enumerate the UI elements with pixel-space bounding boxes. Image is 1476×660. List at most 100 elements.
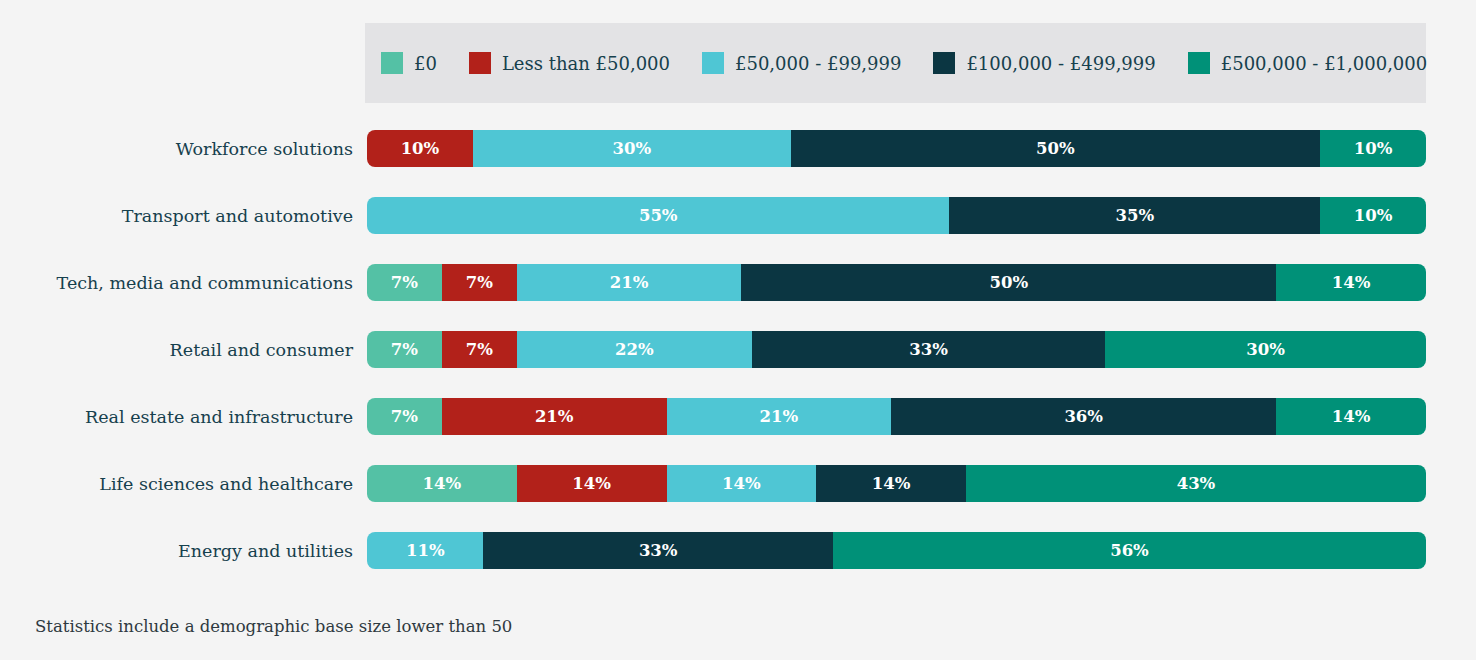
bar-segment-value: 56% (1110, 541, 1149, 560)
bar-segment: 55% (367, 197, 949, 234)
bar-segment: 35% (949, 197, 1320, 234)
stacked-bar-chart: £0 Less than £50,000 £50,000 - £99,999 £100… (0, 23, 1476, 660)
bar-segment-value: 14% (423, 474, 462, 493)
bar-segment: 7% (367, 264, 442, 301)
bar-segment: 21% (517, 264, 742, 301)
bar-segment-value: 7% (391, 407, 418, 426)
bar-segment-value: 7% (391, 273, 418, 292)
legend-label: £0 (414, 53, 437, 74)
legend-label: Less than £50,000 (502, 53, 670, 74)
bar-segment: 50% (791, 130, 1321, 167)
category-label: Real estate and infrastructure (0, 407, 367, 427)
bar-segment-value: 55% (639, 206, 678, 225)
bar-segment-value: 7% (391, 340, 418, 359)
bar-segment: 14% (517, 465, 667, 502)
legend-swatch-icon (1188, 52, 1210, 74)
legend-item: £0 (381, 52, 437, 74)
bar-rows: Workforce solutions10%30%50%10%Transport… (0, 130, 1476, 569)
stacked-bar: 55% 35% 10% (367, 197, 1426, 234)
bar-segment: 7% (367, 398, 442, 435)
legend-label: £500,000 - £1,000,000 (1221, 53, 1427, 74)
bar-segment-value: 7% (466, 273, 493, 292)
legend-item: £500,000 - £1,000,000 (1188, 52, 1427, 74)
bar-segment-value: 14% (1332, 407, 1371, 426)
bar-segment-value: 10% (401, 139, 440, 158)
legend-item: £100,000 - £499,999 (933, 52, 1155, 74)
bar-segment: 36% (891, 398, 1276, 435)
bar-segment-value: 14% (872, 474, 911, 493)
legend-item: £50,000 - £99,999 (702, 52, 901, 74)
bar-segment: 21% (442, 398, 667, 435)
bar-segment-value: 22% (615, 340, 654, 359)
bar-segment: 30% (1105, 331, 1426, 368)
bar-row: Real estate and infrastructure 7% 21% 21% 36… (0, 398, 1426, 435)
bar-segment-value: 21% (610, 273, 649, 292)
bar-segment-value: 14% (572, 474, 611, 493)
bar-segment: 10% (1320, 130, 1426, 167)
bar-segment-value: 50% (1036, 139, 1075, 158)
bar-row: Life sciences and healthcare14%14%14%14%… (0, 465, 1426, 502)
bar-segment: 14% (1276, 264, 1426, 301)
footnote: Statistics include a demographic base si… (35, 617, 1476, 636)
bar-segment-value: 14% (1332, 273, 1371, 292)
bar-segment-value: 33% (639, 541, 678, 560)
bar-segment: 21% (667, 398, 892, 435)
legend-swatch-icon (702, 52, 724, 74)
bar-segment: 14% (1276, 398, 1426, 435)
bar-segment-value: 11% (406, 541, 445, 560)
bar-segment: 7% (442, 331, 517, 368)
stacked-bar: 7% 7% 21% 50% 14% (367, 264, 1426, 301)
bar-segment-value: 36% (1064, 407, 1103, 426)
bar-segment-value: 50% (989, 273, 1028, 292)
legend-label: £50,000 - £99,999 (735, 53, 901, 74)
bar-segment: 30% (473, 130, 791, 167)
bar-segment: 50% (741, 264, 1276, 301)
legend-label: £100,000 - £499,999 (966, 53, 1155, 74)
bar-segment-value: 33% (909, 340, 948, 359)
stacked-bar: 11% 33% 56% (367, 532, 1426, 569)
bar-segment: 11% (367, 532, 483, 569)
bar-segment: 33% (752, 331, 1105, 368)
bar-segment: 7% (442, 264, 517, 301)
bar-segment-value: 30% (1246, 340, 1285, 359)
bar-segment: 56% (833, 532, 1426, 569)
bar-row: Transport and automotive 55% 35% 10% (0, 197, 1426, 234)
bar-segment-value: 10% (1354, 139, 1393, 158)
stacked-bar: 7% 7% 22% 33% 30% (367, 331, 1426, 368)
category-label: Life sciences and healthcare (0, 474, 367, 494)
bar-row: Retail and consumer 7% 7% 22% 33% 30% (0, 331, 1426, 368)
bar-segment-value: 43% (1177, 474, 1216, 493)
bar-row: Energy and utilities 11% 33% 56% (0, 532, 1426, 569)
bar-segment: 43% (966, 465, 1426, 502)
legend-swatch-icon (933, 52, 955, 74)
category-label: Tech, media and communications (0, 273, 367, 293)
stacked-bar: 10% 30% 50% 10% (367, 130, 1426, 167)
bar-segment: 7% (367, 331, 442, 368)
bar-segment: 14% (816, 465, 966, 502)
bar-segment-value: 21% (535, 407, 574, 426)
legend-item: Less than £50,000 (469, 52, 670, 74)
bar-segment-value: 30% (612, 139, 651, 158)
category-label: Energy and utilities (0, 541, 367, 561)
bar-segment: 14% (667, 465, 817, 502)
bar-segment-value: 7% (466, 340, 493, 359)
category-label: Workforce solutions (0, 139, 367, 159)
bar-row: Workforce solutions 10% 30% 50% 10% (0, 130, 1426, 167)
bar-segment: 10% (1320, 197, 1426, 234)
bar-row: Tech, media and communications 7% 7% 21% 50%… (0, 264, 1426, 301)
category-label: Retail and consumer (0, 340, 367, 360)
bar-segment: 22% (517, 331, 752, 368)
bar-segment-value: 10% (1354, 206, 1393, 225)
legend: £0 Less than £50,000 £50,000 - £99,999 £100… (365, 23, 1426, 103)
bar-segment: 14% (367, 465, 517, 502)
stacked-bar: 14% 14% 14% 14% 43% (367, 465, 1426, 502)
legend-swatch-icon (381, 52, 403, 74)
bar-segment: 33% (483, 532, 832, 569)
bar-segment-value: 35% (1115, 206, 1154, 225)
legend-swatch-icon (469, 52, 491, 74)
bar-segment-value: 21% (760, 407, 799, 426)
stacked-bar: 7% 21% 21% 36% 14% (367, 398, 1426, 435)
bar-segment: 10% (367, 130, 473, 167)
bar-segment-value: 14% (722, 474, 761, 493)
category-label: Transport and automotive (0, 206, 367, 226)
